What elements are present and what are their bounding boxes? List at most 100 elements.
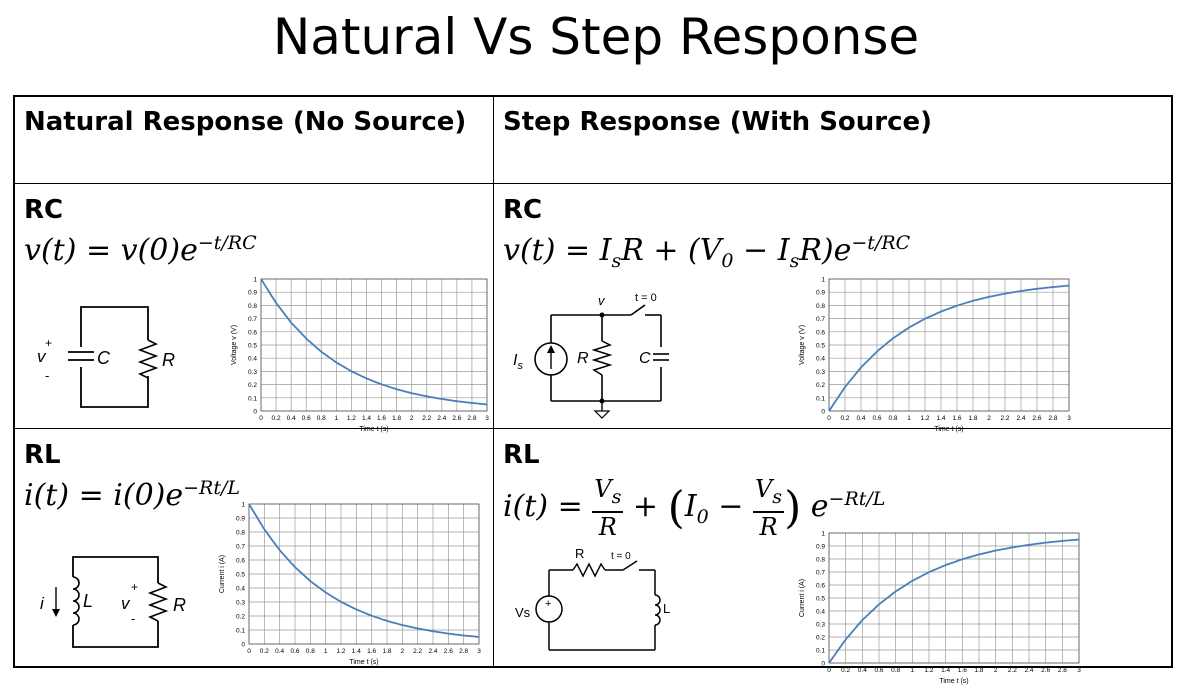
y-tick-label: 1 [821,531,825,538]
x-tick-label: 0.8 [317,415,326,422]
y-tick-label: 0.7 [816,316,825,323]
x-tick-label: 2.8 [1058,667,1067,674]
x-tick-label: 1.6 [367,648,376,655]
y-tick-label: 0.2 [816,382,825,389]
x-tick-label: 0.2 [840,415,849,422]
rl-step-chart: 0 0.2 0.4 0.6 0.8 1 1.2 1.4 1.6 1.8 2 2.2 2.4 2.6 2.8 3… [799,531,1081,686]
plot-frame [260,278,488,412]
y-tick-label: 0.1 [248,395,257,402]
x-tick-label: 0.8 [306,648,315,655]
plot-frame [248,503,480,645]
x-tick-label: 0.4 [275,648,284,655]
y-tick-label: 0.4 [816,356,825,363]
rl-step-equation: i(t) = Vs R + (I0 − Vs R) e−Rt/L [503,475,886,541]
rc-natural-plus: + [45,336,52,350]
rc-natural-equation: v(t) = v(0)e−t/RC [24,232,257,268]
x-tick-label: 1 [907,415,911,422]
row-divider-header [15,183,1173,184]
y-axis-label: Voltage v (V) [231,325,238,365]
x-tick-label: 0.2 [272,415,281,422]
x-tick-label: 2 [410,415,414,422]
rl-natural-i-label: i [40,594,45,613]
series-line [248,503,480,638]
rc-step-switch-label: t = 0 [635,292,657,304]
x-tick-label: 0.4 [856,415,865,422]
y-tick-label: 0.5 [248,343,257,350]
chart-grid [248,503,480,645]
y-tick-label: 0.7 [236,544,245,551]
y-tick-label: 0.6 [816,583,825,590]
y-tick-label: 0.6 [236,558,245,565]
x-tick-label: 2.4 [428,648,437,655]
y-tick-label: 0.9 [816,544,825,551]
y-tick-label: 0.2 [816,635,825,642]
x-axis-label: Time t (s) [939,678,968,685]
x-tick-label: 0.6 [302,415,311,422]
chart-grid [828,532,1080,664]
x-tick-label: 2.4 [1016,415,1025,422]
y-tick-label: 0.8 [816,557,825,564]
y-tick-label: 0.9 [248,290,257,297]
x-tick-label: 1.2 [336,648,345,655]
rl-natural-equation: i(t) = i(0)e−Rt/L [24,477,241,513]
x-tick-label: 0.6 [872,415,881,422]
x-tick-label: 1.2 [920,415,929,422]
x-tick-label: 2.4 [437,415,446,422]
y-tick-label: 0.8 [236,530,245,537]
y-tick-label: 0.1 [816,395,825,402]
x-tick-label: 0.4 [858,667,867,674]
y-tick-label: 0.3 [816,369,825,376]
x-tick-label: 2.8 [1048,415,1057,422]
x-tick-label: 3 [1067,415,1071,422]
rl-step-r-label: R [575,546,584,561]
y-tick-label: 0.3 [236,600,245,607]
x-tick-label: 3 [477,648,481,655]
rc-step-circuit: v t = 0 Is R C [513,292,669,419]
rc-natural-v-label: v [37,347,47,366]
x-tick-label: 0.4 [287,415,296,422]
x-tick-label: 0 [259,415,263,422]
x-tick-label: 0.8 [891,667,900,674]
rl-natural-plus: + [131,580,138,594]
rl-natural-label: RL [24,440,61,470]
x-tick-label: 2.2 [1000,415,1009,422]
x-tick-label: 2.6 [1032,415,1041,422]
x-tick-label: 0.2 [260,648,269,655]
y-tick-label: 1 [253,277,257,284]
x-tick-label: 1.4 [936,415,945,422]
x-tick-label: 1.8 [392,415,401,422]
step-header: Step Response (With Source) [503,107,933,137]
y-tick-label: 0.8 [816,303,825,310]
x-tick-label: 2.2 [1008,667,1017,674]
y-tick-label: 0.6 [248,329,257,336]
y-tick-label: 0.5 [236,572,245,579]
x-tick-label: 0 [827,667,831,674]
x-tick-label: 2.6 [452,415,461,422]
rc-step-v-label: v [598,293,606,308]
x-tick-label: 2 [401,648,405,655]
chart-grid [828,278,1070,412]
rc-step-c-label: C [639,350,651,367]
series-line [828,284,1070,412]
x-tick-label: 2.6 [1041,667,1050,674]
series-line [260,278,488,406]
rc-step-label: RC [503,195,543,225]
x-tick-label: 0.8 [888,415,897,422]
y-tick-label: 0.4 [248,356,257,363]
comparison-table: Natural Response (No Source) Step Respon… [13,95,1173,685]
y-tick-label: 0 [241,642,245,649]
x-tick-label: 2.2 [413,648,422,655]
rl-step-circuit: R t = 0 + Vs L [515,546,670,651]
x-tick-label: 0 [827,415,831,422]
plot-frame [828,278,1070,412]
rl-natural-circuit: i L v + - R [40,556,186,648]
x-tick-label: 1.8 [974,667,983,674]
x-tick-label: 2.4 [1024,667,1033,674]
x-tick-label: 1.8 [382,648,391,655]
rc-natural-c-label: C [97,348,111,368]
y-axis-label: Current i (A) [799,579,806,617]
x-tick-label: 1.6 [958,667,967,674]
rc-natural-r-label: R [162,350,175,370]
x-tick-label: 1.2 [924,667,933,674]
rl-step-switch-label: t = 0 [611,551,631,562]
